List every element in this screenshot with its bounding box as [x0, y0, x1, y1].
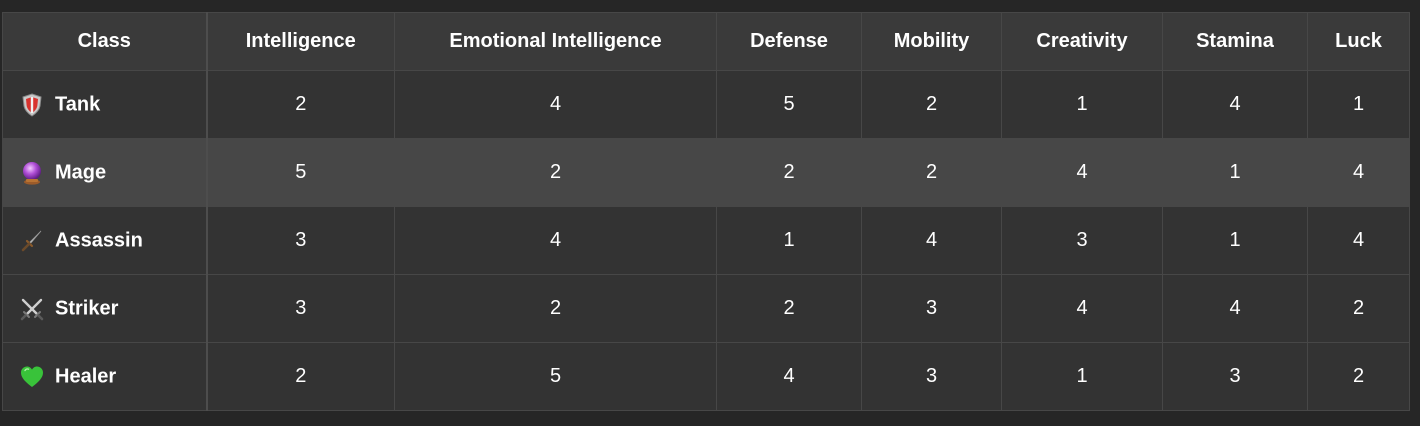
stat-cell: 2 — [394, 274, 717, 343]
stat-cell: 3 — [206, 206, 395, 275]
class-cell: Tank — [2, 70, 208, 139]
stat-cell: 2 — [1307, 274, 1410, 343]
header-defense: Defense — [716, 12, 862, 71]
stat-cell: 4 — [861, 206, 1002, 275]
stat-cell: 2 — [394, 138, 717, 207]
stat-cell: 3 — [1001, 206, 1163, 275]
stat-cell: 3 — [861, 342, 1002, 411]
class-name: Assassin — [55, 229, 143, 251]
stat-cell: 4 — [394, 70, 717, 139]
class-name: Healer — [55, 365, 117, 387]
stat-cell: 2 — [861, 70, 1002, 139]
stat-cell: 4 — [1162, 70, 1308, 139]
class-stats-table: Class Intelligence Emotional Intelligenc… — [2, 12, 1410, 411]
stat-cell: 2 — [861, 138, 1002, 207]
header-mobility: Mobility — [861, 12, 1002, 71]
stat-cell: 4 — [394, 206, 717, 275]
header-creativity: Creativity — [1001, 12, 1163, 71]
table-row: Tank 2 4 5 2 1 4 1 — [2, 70, 1410, 139]
green-heart-icon — [19, 364, 45, 390]
table-row: Striker 3 2 2 3 4 4 2 — [2, 274, 1410, 343]
header-class: Class — [2, 12, 208, 71]
stat-cell: 4 — [1001, 274, 1163, 343]
class-name: Mage — [55, 161, 107, 183]
class-cell: Healer — [2, 342, 208, 411]
table-row: Assassin 3 4 1 4 3 1 4 — [2, 206, 1410, 275]
stat-cell: 2 — [206, 70, 395, 139]
stat-cell: 1 — [1162, 206, 1308, 275]
stat-cell: 4 — [1307, 138, 1410, 207]
stat-cell: 5 — [206, 138, 395, 207]
stat-cell: 4 — [1001, 138, 1163, 207]
stat-cell: 4 — [1307, 206, 1410, 275]
stat-cell: 2 — [1307, 342, 1410, 411]
stat-cell: 1 — [1307, 70, 1410, 139]
stat-cell: 5 — [716, 70, 862, 139]
shield-icon — [19, 92, 45, 118]
header-luck: Luck — [1307, 12, 1410, 71]
stat-cell: 1 — [1001, 342, 1163, 411]
crossed-swords-icon — [19, 296, 45, 322]
crystal-ball-icon — [19, 160, 45, 186]
stat-cell: 4 — [716, 342, 862, 411]
stat-cell: 3 — [861, 274, 1002, 343]
class-name: Tank — [55, 93, 101, 115]
class-name: Striker — [55, 297, 119, 319]
table-row: Mage 5 2 2 2 4 1 4 — [2, 138, 1410, 207]
class-cell: Striker — [2, 274, 208, 343]
stat-cell: 1 — [1001, 70, 1163, 139]
dagger-icon — [19, 228, 45, 254]
stat-cell: 1 — [716, 206, 862, 275]
class-cell: Assassin — [2, 206, 208, 275]
header-intelligence: Intelligence — [206, 12, 395, 71]
class-cell: Mage — [2, 138, 208, 207]
stat-cell: 2 — [716, 138, 862, 207]
stat-cell: 2 — [206, 342, 395, 411]
stat-cell: 3 — [206, 274, 395, 343]
stat-cell: 2 — [716, 274, 862, 343]
header-emotional-intelligence: Emotional Intelligence — [394, 12, 717, 71]
stat-cell: 5 — [394, 342, 717, 411]
header-stamina: Stamina — [1162, 12, 1308, 71]
table-row: Healer 2 5 4 3 1 3 2 — [2, 342, 1410, 411]
header-row: Class Intelligence Emotional Intelligenc… — [2, 12, 1410, 71]
stat-cell: 1 — [1162, 138, 1308, 207]
stat-cell: 4 — [1162, 274, 1308, 343]
stat-cell: 3 — [1162, 342, 1308, 411]
class-stats-table-container: Class Intelligence Emotional Intelligenc… — [2, 12, 1410, 411]
